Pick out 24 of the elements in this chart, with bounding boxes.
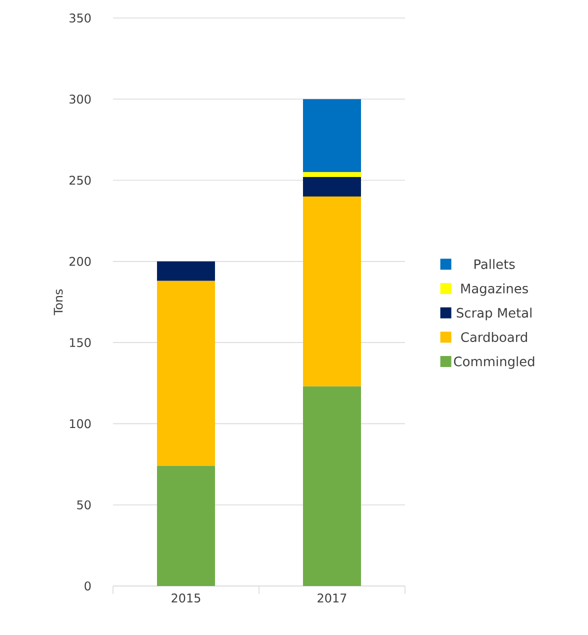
- bar: [157, 261, 215, 281]
- bar: [303, 99, 361, 172]
- y-tick-label: 200: [70, 256, 91, 266]
- y-tick-label: 300: [70, 94, 91, 104]
- legend-label: Commingled: [454, 356, 534, 369]
- bar: [303, 177, 361, 197]
- legend-label: Scrap Metal: [456, 308, 532, 320]
- y-tick-label: 350: [70, 13, 91, 23]
- bar: [157, 466, 215, 586]
- bar: [303, 196, 361, 386]
- legend-label: Pallets: [474, 259, 515, 270]
- y-tick-label: 150: [70, 338, 91, 348]
- y-tick-label: 100: [70, 419, 91, 428]
- y-tick-label: 50: [77, 500, 91, 510]
- x-tick-label: 2017: [318, 594, 346, 603]
- y-axis-title: Tons: [54, 289, 63, 316]
- y-tick-label: 0: [84, 581, 91, 591]
- legend-label: Cardboard: [461, 332, 527, 342]
- x-tick-label: 2015: [172, 594, 200, 603]
- y-tick-label: 250: [70, 176, 91, 185]
- legend-label: Magazines: [461, 283, 528, 296]
- bar: [303, 386, 361, 586]
- bar: [303, 172, 361, 178]
- bar: [157, 280, 215, 466]
